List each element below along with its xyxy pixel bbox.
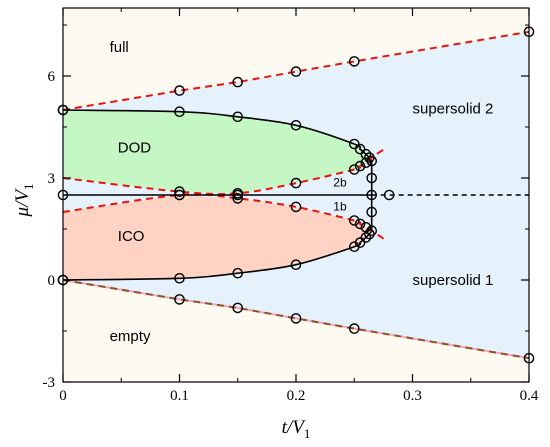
y-tick-label: 0 — [48, 273, 56, 289]
data-point — [290, 177, 302, 189]
data-point — [360, 232, 372, 243]
region-label: 2b — [333, 176, 347, 190]
data-point — [348, 56, 360, 67]
data-point — [232, 302, 243, 314]
ico-lower-line — [63, 230, 373, 281]
region-label: DOD — [118, 140, 152, 157]
region-label: empty — [110, 328, 151, 345]
data-point — [366, 172, 378, 184]
data-point — [174, 85, 185, 96]
ico-region — [63, 195, 372, 280]
data-point — [232, 193, 243, 204]
data-point — [232, 267, 243, 279]
region-label: ICO — [118, 228, 145, 245]
data-point — [290, 313, 302, 324]
data-point — [348, 323, 360, 334]
x-tick-label: 0.3 — [403, 388, 422, 404]
data-point — [366, 206, 378, 218]
region-label: supersolid 1 — [413, 272, 494, 289]
data-point — [174, 294, 185, 305]
data-point — [232, 111, 243, 123]
data-point — [174, 186, 185, 197]
dod-upper-line — [63, 109, 373, 162]
x-tick-label: 0.2 — [287, 388, 306, 404]
region-label: full — [110, 39, 129, 56]
x-tick-label: 0 — [59, 388, 67, 404]
empty-boundary-line — [63, 279, 529, 360]
x-tick-label: 0.4 — [520, 388, 539, 404]
data-point — [383, 189, 395, 201]
data-point — [366, 225, 378, 236]
data-point — [232, 189, 243, 201]
region-label: 1b — [333, 199, 347, 213]
data-point — [354, 160, 366, 172]
data-point — [290, 259, 302, 271]
data-point — [354, 218, 366, 230]
dod-region — [63, 110, 372, 194]
x-tick-label: 0.1 — [170, 388, 189, 404]
data-point — [174, 106, 185, 117]
data-point — [360, 157, 372, 168]
y-axis-title: μ/V1 — [12, 184, 36, 218]
x-axis-title: t/V1 — [282, 417, 311, 441]
y-tick-label: 3 — [48, 171, 56, 187]
data-point — [290, 66, 302, 77]
data-point — [290, 201, 302, 213]
y-tick-label: 6 — [48, 69, 56, 85]
data-point — [348, 215, 360, 226]
data-point — [290, 120, 302, 131]
data-point — [232, 76, 243, 88]
data-point — [360, 221, 372, 233]
y-tick-label: -3 — [43, 375, 56, 391]
full-boundary-line — [63, 30, 529, 111]
data-point — [366, 155, 378, 167]
region-label: supersolid 2 — [413, 100, 494, 117]
data-point — [174, 189, 185, 201]
data-point — [366, 189, 378, 201]
data-point — [174, 272, 185, 284]
data-point — [348, 164, 360, 175]
